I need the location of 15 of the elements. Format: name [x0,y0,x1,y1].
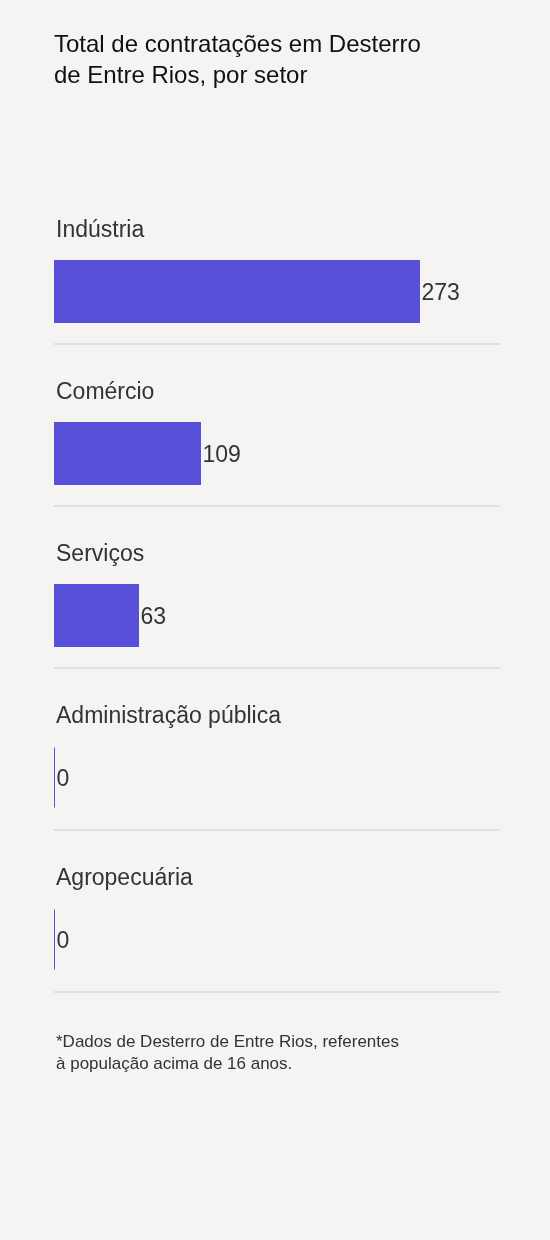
data-label: 0 [56,764,70,791]
y-tick-label: Comércio [56,378,155,404]
data-label: 0 [56,926,70,953]
bar [54,584,139,647]
y-tick-label: Agropecuária [56,864,194,890]
text: *Dados de Desterro de Entre Rios, referentes à população acima de 16 anos. [56,1032,400,1074]
y-tick-label: Indústria [56,216,145,242]
chart-title: Total de contratações em Desterro de Entre Rios, por setor [54,30,421,89]
data-label: 109 [202,440,241,467]
bar [54,260,420,323]
data-label: 63 [140,602,167,629]
y-tick-label: Administração pública [56,702,282,728]
bar [54,422,201,485]
y-tick-label: Serviços [56,540,145,566]
data-label: 273 [421,278,460,305]
